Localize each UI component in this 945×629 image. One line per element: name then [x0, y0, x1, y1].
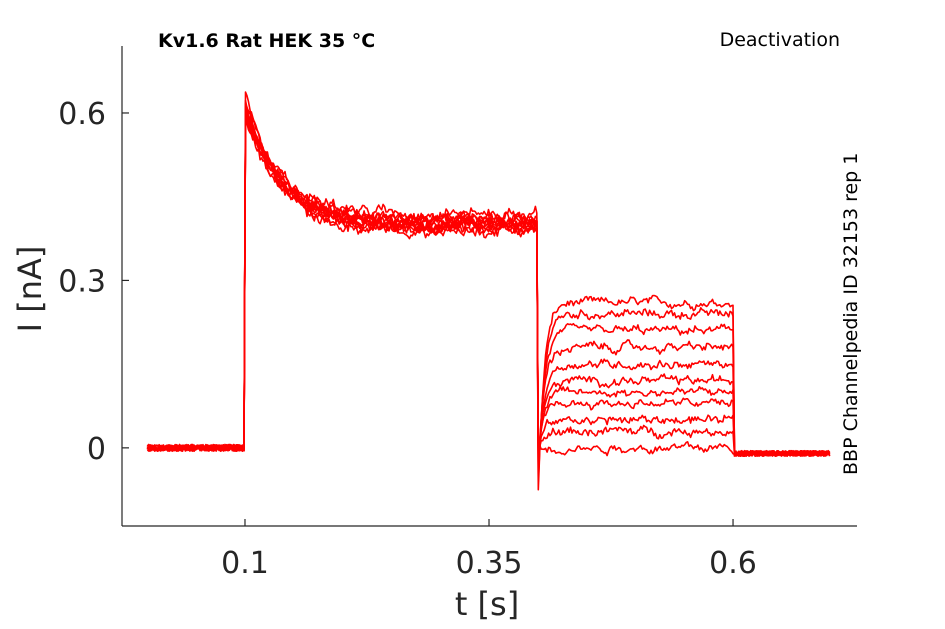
y-tick-label: 0	[87, 432, 106, 467]
current-trace-3	[147, 106, 831, 478]
current-trace-2	[146, 99, 831, 483]
x-tick-label: 0.1	[221, 546, 269, 581]
y-axis-label: I [nA]	[11, 246, 49, 333]
chart-title: Kv1.6 Rat HEK 35 °C	[158, 30, 375, 52]
x-axis-label: t [s]	[455, 585, 519, 623]
x-tick-label: 0.35	[456, 546, 523, 581]
current-trace-10	[146, 115, 830, 458]
y-tick-label: 0.3	[58, 264, 106, 299]
current-trace-6	[146, 113, 831, 458]
current-trace-1	[146, 91, 831, 491]
current-trace-11	[146, 111, 831, 458]
protocol-label: Deactivation	[720, 29, 840, 51]
current-trace-8	[146, 111, 831, 457]
current-trace-5	[147, 106, 831, 464]
x-axis-ticks: 0.1 0.35 0.6	[221, 519, 757, 581]
x-tick-label: 0.6	[709, 546, 757, 581]
current-trace-9	[146, 102, 831, 458]
current-traces	[146, 91, 831, 491]
current-trace-4	[146, 113, 831, 466]
y-axis-ticks: 0 0.3 0.6	[58, 97, 129, 467]
y-tick-label: 0.6	[58, 97, 106, 132]
dataset-id-label: BBP Channelpedia ID 32153 rep 1	[840, 153, 862, 475]
